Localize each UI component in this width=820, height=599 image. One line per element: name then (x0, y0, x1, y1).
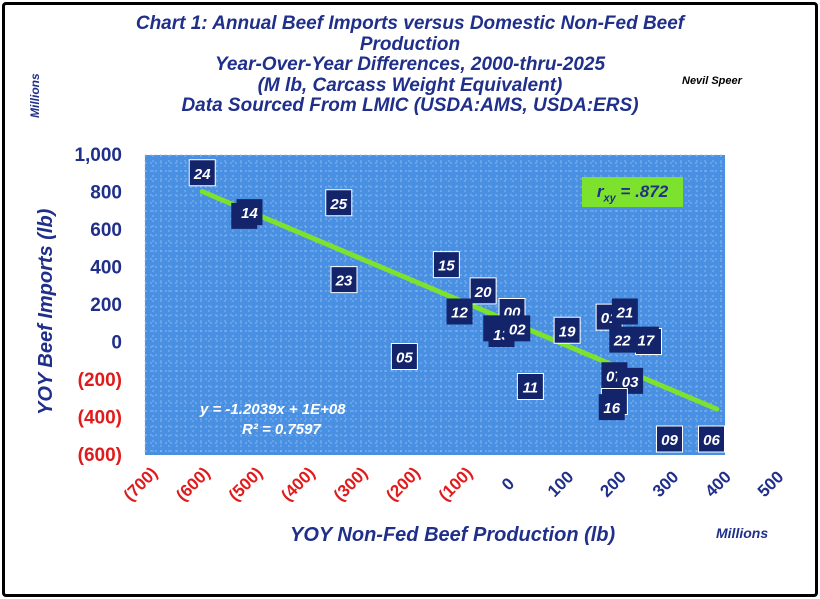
data-point-label: 24 (193, 166, 211, 183)
title-line-5: Data Sourced From LMIC (USDA:AMS, USDA:E… (181, 95, 639, 116)
data-point: 06 (698, 425, 725, 453)
y-axis-units: Millions (28, 73, 42, 118)
y-tick-label: 600 (90, 220, 122, 241)
data-point-marker (516, 373, 544, 400)
data-point-marker (609, 326, 636, 353)
y-axis-label: YOY Beef Imports (lb) (35, 208, 57, 415)
x-tick-label: 500 (754, 467, 787, 500)
data-point: 24 (188, 159, 216, 187)
x-axis-units: Millions (716, 525, 769, 541)
data-point-label: 17 (638, 333, 655, 350)
data-point: 17 (632, 326, 659, 353)
y-tick-label: 800 (90, 183, 122, 204)
y-tick-label: 200 (90, 295, 122, 316)
data-point: 09 (656, 425, 683, 453)
x-tick-label: (600) (172, 463, 213, 504)
x-tick-label: (700) (120, 463, 161, 504)
data-point-marker (553, 316, 581, 344)
x-tick-label: 0 (498, 474, 518, 494)
x-axis-label: YOY Non-Fed Beef Production (lb) (290, 524, 616, 546)
x-tick-label: 100 (544, 467, 577, 500)
data-point-label: 05 (396, 350, 413, 367)
regression-equation: y = -1.2039x + 1E+08 (200, 401, 346, 418)
regression-annotation: y = -1.2039x + 1E+08 R² = 0.7597 (200, 400, 346, 440)
data-point-marker (432, 251, 460, 279)
data-point-marker (632, 326, 659, 353)
data-point-marker (390, 343, 418, 370)
data-point-marker (504, 315, 531, 342)
data-point-label: 06 (703, 432, 720, 449)
title-line-2: Production (359, 33, 461, 55)
data-point: 22 (609, 326, 636, 353)
data-point-marker (698, 425, 725, 453)
y-tick-label: (600) (78, 445, 122, 466)
data-point: 14 (236, 199, 263, 226)
data-point: 02 (504, 315, 531, 342)
x-tick-label: 400 (701, 467, 734, 500)
data-point-label: 23 (335, 273, 353, 290)
data-point: 12 (446, 298, 473, 325)
data-point-marker (446, 298, 473, 325)
x-tick-label: (500) (225, 463, 266, 504)
x-tick-label: (400) (277, 463, 318, 504)
data-point-marker (469, 277, 497, 305)
y-tick-label: 400 (90, 258, 122, 279)
data-point-marker (611, 298, 638, 325)
data-point-label: 02 (509, 321, 526, 338)
data-point-label: 16 (603, 400, 620, 417)
data-point-marker (188, 159, 216, 187)
data-point-label: 14 (241, 205, 258, 222)
y-tick-label: 0 (111, 333, 122, 354)
data-point: 11 (516, 373, 544, 400)
correlation-value: = .872 (615, 182, 669, 201)
y-tick-label: 1,000 (74, 145, 122, 166)
title-line-1: Chart 1: Annual Beef Imports versus Dome… (135, 13, 685, 34)
data-point: 19 (553, 316, 581, 344)
data-point-marker (330, 266, 358, 294)
x-tick-label: (200) (382, 463, 423, 504)
data-point-label: 20 (474, 284, 492, 301)
data-point: 20 (469, 277, 497, 305)
x-tick-label: 200 (596, 467, 629, 500)
data-point-marker (236, 199, 263, 226)
x-tick-label: (300) (330, 463, 371, 504)
r-squared: R² = 0.7597 (242, 421, 321, 438)
data-point: 23 (330, 266, 358, 294)
data-point-label: 15 (438, 258, 455, 275)
data-point-label: 19 (559, 323, 576, 340)
y-tick-label: (200) (78, 370, 122, 391)
author-credit: Nevil Speer (682, 75, 742, 87)
data-point-label: 25 (329, 196, 347, 213)
data-point: 05 (390, 343, 418, 370)
data-point-marker (325, 189, 353, 217)
data-point-label: 11 (523, 380, 539, 397)
data-point-label: 12 (451, 305, 468, 322)
title-line-4: (M lb, Carcass Weight Equivalent) (257, 74, 563, 96)
correlation-badge: rxy = .872 (582, 177, 683, 207)
data-point: 15 (432, 251, 460, 279)
data-point-marker (656, 425, 683, 453)
y-tick-label: (400) (78, 408, 122, 429)
title-line-3: Year-Over-Year Differences, 2000-thru-20… (214, 54, 606, 75)
x-tick-label: (100) (435, 463, 476, 504)
data-point-label: 09 (661, 432, 678, 449)
x-tick-label: 300 (649, 467, 682, 500)
correlation-subscript: xy (603, 192, 616, 205)
data-point-label: 03 (622, 374, 639, 391)
data-point: 25 (325, 189, 353, 217)
data-point-label: 22 (613, 333, 631, 350)
correlation-prefix: r (596, 182, 604, 201)
data-point: 16 (598, 394, 625, 421)
data-point-marker (598, 394, 625, 421)
chart-title: Chart 1: Annual Beef Imports versus Dome… (60, 13, 760, 117)
data-point: 21 (611, 298, 638, 325)
data-point-label: 21 (616, 305, 634, 322)
